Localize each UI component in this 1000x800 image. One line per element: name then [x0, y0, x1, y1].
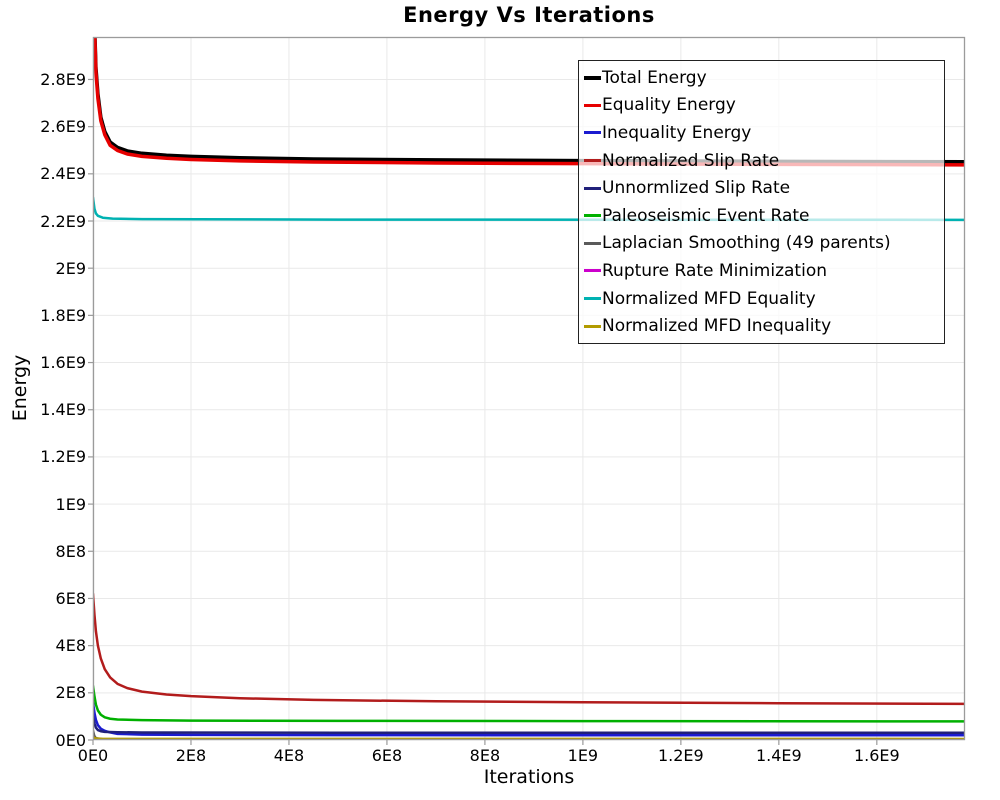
- series-line-2: [93, 701, 965, 737]
- plot-border: [92, 36, 966, 741]
- legend-line-swatch: [584, 131, 601, 135]
- x-tick-label: 6E8: [371, 746, 403, 765]
- series-line-4: [93, 715, 965, 735]
- series-line-8: [93, 196, 965, 222]
- x-tick-label: 1.2E9: [657, 746, 704, 765]
- y-tick-label: 1.6E9: [40, 353, 86, 373]
- legend-label: Normalized MFD Equality: [602, 288, 816, 309]
- legend-line-swatch: [584, 75, 601, 81]
- legend-item-9: Normalized MFD Inequality: [584, 312, 940, 340]
- x-tick-label: 1.4E9: [755, 746, 802, 765]
- series-line-1: [93, 37, 965, 167]
- y-tick-label: 1.2E9: [40, 447, 86, 467]
- x-axis-title: Iterations: [483, 766, 575, 788]
- legend-line-swatch: [584, 103, 601, 108]
- y-axis-title: Energy: [9, 354, 31, 422]
- legend-label: Laplacian Smoothing (49 parents): [602, 233, 891, 254]
- legend-label: Unnormlized Slip Rate: [602, 178, 791, 199]
- legend-item-2: Inequality Energy: [584, 119, 940, 147]
- series-line-5: [93, 684, 965, 723]
- legend-item-6: Laplacian Smoothing (49 parents): [584, 230, 940, 258]
- y-tick-label: 1.8E9: [40, 305, 86, 325]
- series-line-3: [93, 592, 965, 706]
- legend-line-swatch: [584, 324, 601, 328]
- y-tick-label: 2.2E9: [40, 211, 86, 231]
- y-tick-label: 8E8: [55, 541, 86, 561]
- y-tick-label: 6E8: [55, 588, 86, 608]
- y-tick-label: 2E9: [55, 258, 86, 278]
- legend-item-5: Paleoseismic Event Rate: [584, 202, 940, 230]
- y-tick-label: 0E0: [55, 730, 86, 750]
- legend-label: Paleoseismic Event Rate: [602, 205, 810, 226]
- chart-title: Energy Vs Iterations: [403, 3, 655, 27]
- legend-label: Equality Energy: [602, 95, 736, 116]
- legend-label: Normalized MFD Inequality: [602, 316, 832, 337]
- legend-item-0: Total Energy: [584, 64, 940, 92]
- legend-line-swatch: [584, 159, 601, 163]
- x-tick-label: 0E0: [77, 746, 109, 765]
- axis-tick-marks: [88, 78, 878, 745]
- y-tick-label: 1E9: [55, 494, 86, 514]
- legend-label: Normalized Slip Rate: [602, 150, 780, 171]
- y-tick-label: 1.4E9: [40, 400, 86, 420]
- x-tick-label: 2E8: [175, 746, 207, 765]
- legend-item-3: Normalized Slip Rate: [584, 147, 940, 175]
- legend-item-8: Normalized MFD Equality: [584, 285, 940, 313]
- legend-box: Total Energy Equality Energy Inequality En…: [578, 60, 945, 344]
- legend-label: Rupture Rate Minimization: [602, 260, 827, 281]
- legend-line-swatch: [584, 297, 601, 301]
- x-tick-label: 8E8: [469, 746, 501, 765]
- legend-item-1: Equality Energy: [584, 92, 940, 120]
- legend-line-swatch: [584, 241, 601, 245]
- legend-item-7: Rupture Rate Minimization: [584, 257, 940, 285]
- legend-label: Inequality Energy: [602, 122, 752, 143]
- x-tick-label: 4E8: [273, 746, 305, 765]
- legend-line-swatch: [584, 269, 601, 273]
- legend-item-4: Unnormlized Slip Rate: [584, 174, 940, 202]
- y-tick-label: 2.4E9: [40, 164, 86, 184]
- y-tick-label: 2.6E9: [40, 117, 86, 137]
- legend-label: Total Energy: [602, 67, 707, 88]
- data-series: [93, 37, 965, 740]
- x-tick-label: 1.6E9: [853, 746, 900, 765]
- y-tick-label: 4E8: [55, 636, 86, 656]
- legend-line-swatch: [584, 186, 601, 190]
- legend-line-swatch: [584, 214, 601, 218]
- y-tick-label: 2E8: [55, 683, 86, 703]
- series-line-9: [93, 735, 965, 740]
- x-tick-label: 1E9: [567, 746, 599, 765]
- y-tick-label: 2.8E9: [40, 69, 86, 89]
